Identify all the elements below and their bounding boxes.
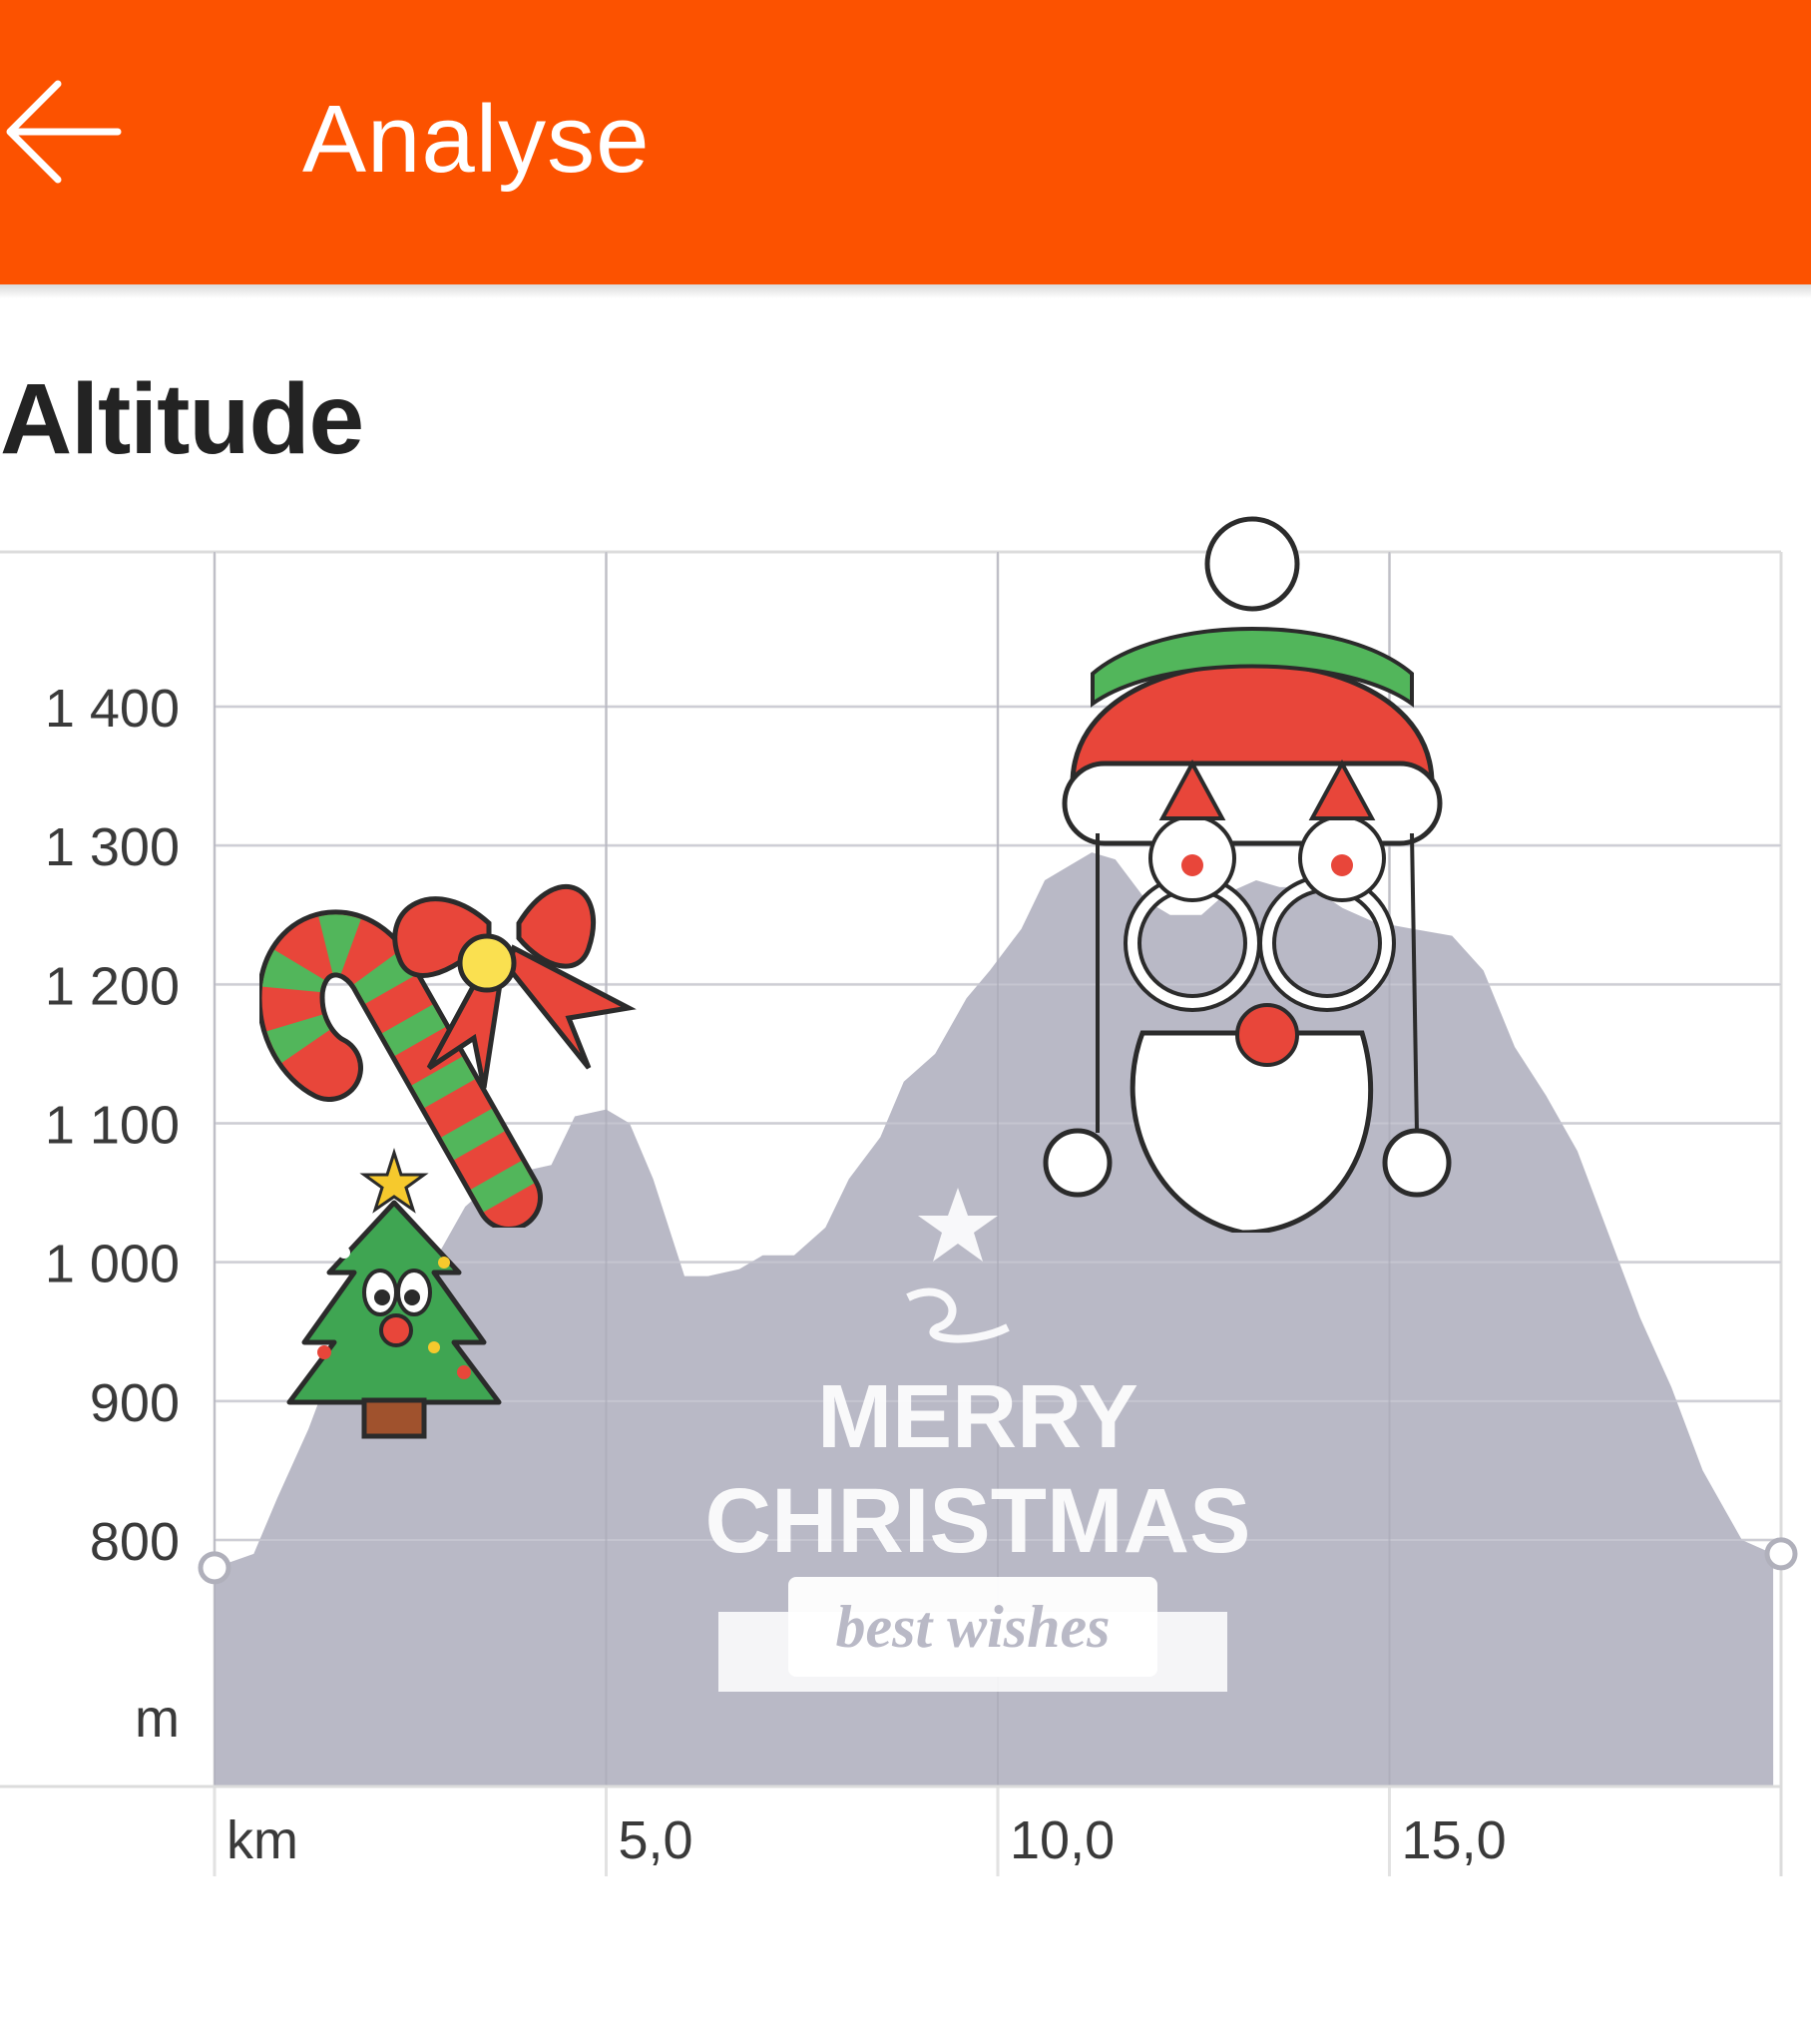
app-bar: Analyse — [0, 0, 1811, 284]
x-axis-unit-label: km — [226, 1810, 298, 1870]
y-tick-label: 1 300 — [45, 817, 180, 877]
greeting-line-3: best wishes — [835, 1594, 1110, 1660]
greeting-line-1: MERRY — [817, 1367, 1138, 1467]
y-tick-label: 1 100 — [45, 1096, 180, 1156]
start-marker — [198, 1551, 231, 1585]
y-tick-label: 800 — [90, 1512, 180, 1572]
greeting-line-2: CHRISTMAS — [705, 1470, 1251, 1572]
candy-cane-sticker — [259, 883, 637, 1228]
end-marker — [1764, 1537, 1798, 1571]
christmas-tree-sticker — [286, 1148, 502, 1439]
y-tick-label: 1 200 — [45, 956, 180, 1016]
merry-christmas-greeting: MERRY CHRISTMAS best wishes — [705, 1188, 1251, 1692]
santa-face-sticker — [1043, 516, 1452, 1233]
page-title: Analyse — [302, 86, 651, 193]
y-axis-unit-label: m — [135, 1689, 180, 1749]
arrow-left-icon — [6, 80, 122, 184]
y-tick-label: 900 — [90, 1373, 180, 1433]
x-tick-label: 5,0 — [619, 1810, 693, 1870]
x-tick-label: 10,0 — [1010, 1810, 1115, 1870]
y-tick-label: 1 000 — [45, 1235, 180, 1294]
altitude-area — [215, 852, 1774, 1787]
section-title: Altitude — [0, 363, 364, 475]
back-button[interactable] — [0, 72, 130, 192]
app-bar-shadow — [0, 284, 1811, 298]
x-tick-label: 15,0 — [1402, 1810, 1507, 1870]
y-tick-label: 1 400 — [45, 679, 180, 739]
